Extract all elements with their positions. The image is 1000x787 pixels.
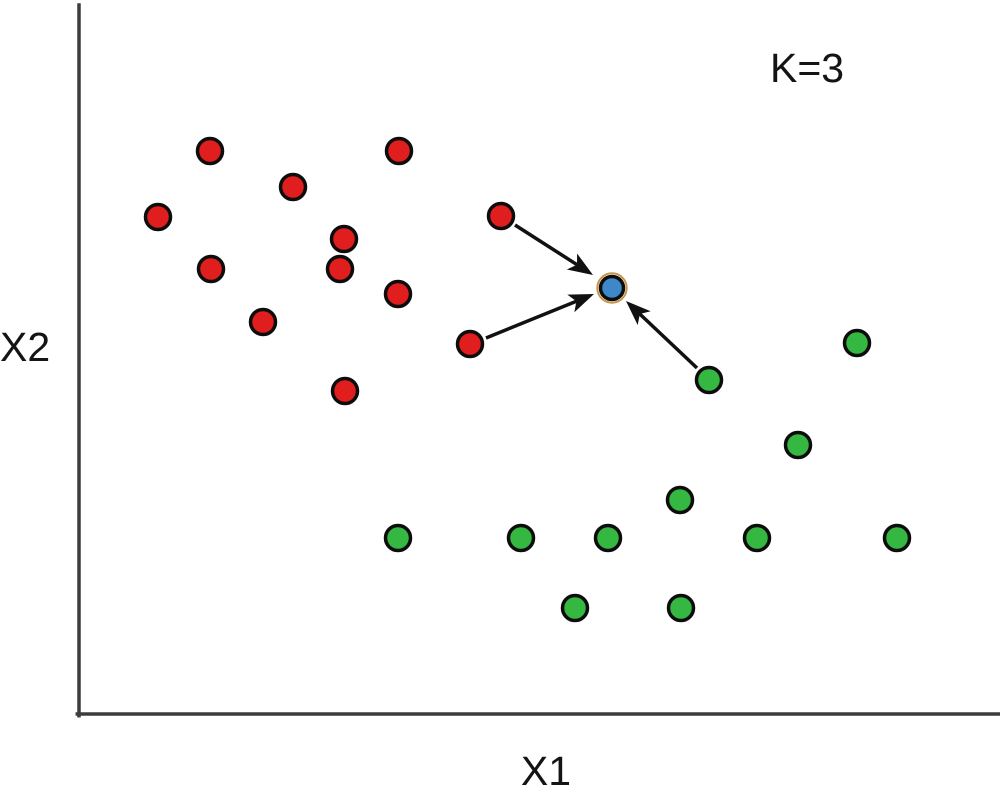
- arrow-from-red-neighbor-1-head: [566, 253, 593, 275]
- data-point-green-class: [694, 365, 724, 395]
- arrow-from-red-neighbor-2-line: [485, 299, 578, 340]
- data-point-green-class: [593, 523, 623, 553]
- y-axis-label: X2: [0, 324, 50, 370]
- data-point-red-class: [325, 254, 355, 284]
- data-point-green-class: [666, 593, 696, 623]
- x-axis-label: X1: [521, 748, 571, 787]
- data-point-green-class: [665, 485, 695, 515]
- arrow-from-red-neighbor-1-line: [514, 223, 578, 267]
- data-point-red-class: [195, 136, 225, 166]
- data-point-red-class: [143, 202, 173, 232]
- data-point-red-class: [486, 201, 516, 231]
- data-point-green-class: [506, 523, 536, 553]
- data-point-red-class: [383, 279, 413, 309]
- data-point-green-class: [383, 523, 413, 553]
- data-point-red-class: [329, 224, 359, 254]
- data-point-green-class: [842, 328, 872, 358]
- data-point-green-class: [560, 593, 590, 623]
- query-point-halo: [596, 272, 628, 304]
- data-point-red-class: [455, 329, 485, 359]
- data-point-green-class: [783, 430, 813, 460]
- data-point-green-class: [882, 523, 912, 553]
- arrow-from-red-neighbor-2-head: [567, 294, 594, 313]
- data-point-red-class: [248, 307, 278, 337]
- data-point-query-point: [598, 274, 626, 302]
- data-point-red-class: [384, 136, 414, 166]
- data-point-red-class: [278, 172, 308, 202]
- data-point-red-class: [196, 254, 226, 284]
- data-points-layer: [143, 136, 912, 623]
- data-point-green-class: [742, 523, 772, 553]
- k-value-annotation: K=3: [770, 45, 844, 91]
- arrow-from-green-neighbor-line: [638, 312, 699, 370]
- arrow-from-green-neighbor-head: [626, 301, 651, 326]
- data-point-red-class: [330, 376, 360, 406]
- neighbor-arrows-layer: [485, 223, 699, 370]
